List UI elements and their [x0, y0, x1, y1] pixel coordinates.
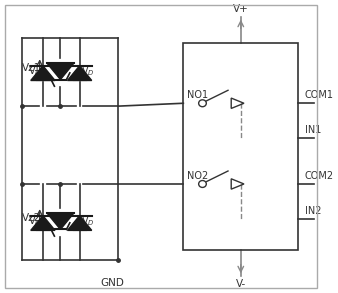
Text: V+: V+ [233, 4, 249, 14]
Text: V$_D$: V$_D$ [81, 64, 95, 78]
Text: NO2: NO2 [187, 171, 208, 181]
Text: Vz2: Vz2 [22, 213, 41, 223]
Polygon shape [31, 216, 55, 230]
Text: IN2: IN2 [305, 206, 321, 216]
Text: GND: GND [100, 278, 124, 288]
Text: V$_D$: V$_D$ [28, 214, 41, 228]
Polygon shape [68, 216, 92, 230]
Text: COM1: COM1 [305, 90, 334, 100]
Polygon shape [47, 63, 74, 79]
Text: COM2: COM2 [305, 171, 334, 181]
Text: NO1: NO1 [187, 90, 208, 100]
Text: V$_D$: V$_D$ [81, 214, 95, 228]
Text: V$_D$: V$_D$ [28, 64, 41, 78]
Polygon shape [31, 66, 55, 81]
Polygon shape [68, 66, 92, 81]
Text: V-: V- [236, 279, 246, 289]
Polygon shape [47, 213, 74, 229]
Text: Vz1: Vz1 [22, 63, 41, 73]
Text: IN1: IN1 [305, 125, 321, 135]
